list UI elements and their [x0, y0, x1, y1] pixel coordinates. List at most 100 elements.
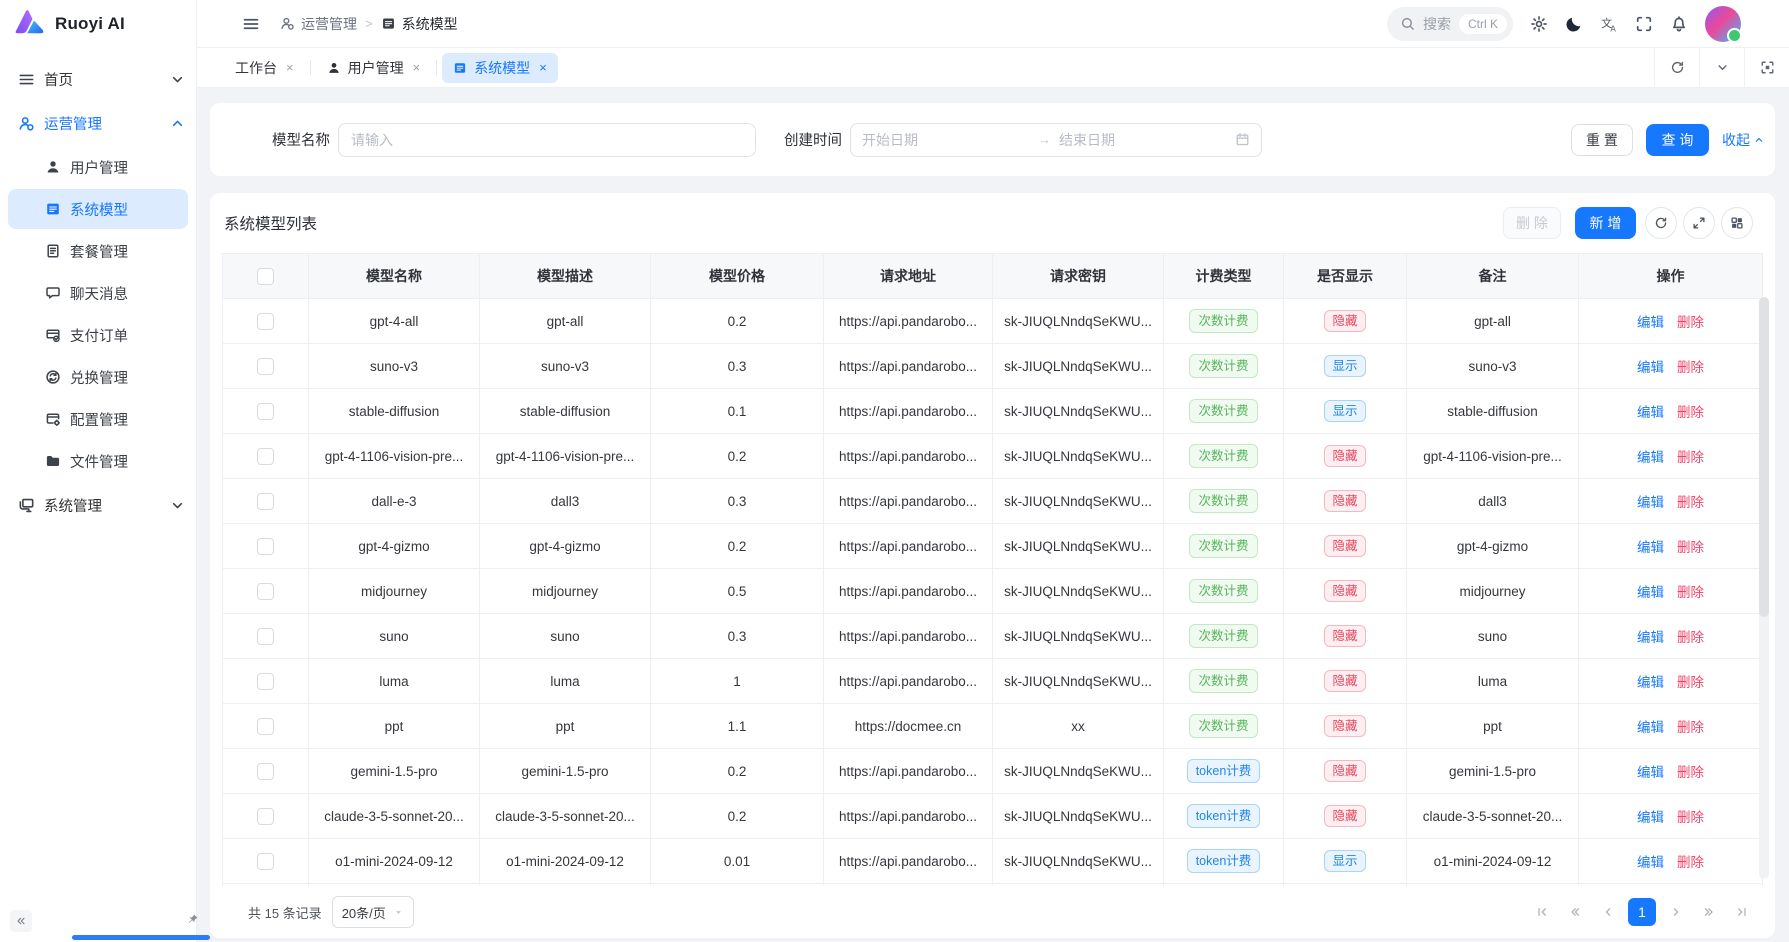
edit-button[interactable]: 编辑 — [1637, 405, 1664, 420]
tab-工作台[interactable]: 工作台× — [224, 53, 305, 83]
row-checkbox[interactable] — [257, 538, 274, 555]
cell-request-url: https://api.pandarobo... — [824, 614, 993, 659]
delete-button[interactable]: 删除 — [1677, 675, 1704, 690]
settings-button[interactable] — [1530, 15, 1548, 33]
tabs: 工作台× 用户管理× 系统模型× — [224, 53, 558, 83]
edit-button[interactable]: 编辑 — [1637, 360, 1664, 375]
row-checkbox[interactable] — [257, 853, 274, 870]
reset-button[interactable]: 重 置 — [1571, 124, 1633, 156]
edit-button[interactable]: 编辑 — [1637, 675, 1664, 690]
page-prev-group-button[interactable] — [1562, 899, 1588, 925]
cell-model-price: 1 — [651, 659, 824, 704]
edit-button[interactable]: 编辑 — [1637, 540, 1664, 555]
sidebar-item-redeem-mgmt[interactable]: 兑换管理 — [8, 357, 188, 397]
close-tab-icon[interactable]: × — [286, 60, 294, 75]
delete-button[interactable]: 删除 — [1677, 315, 1704, 330]
page-last-button[interactable] — [1729, 899, 1755, 925]
sidebar-item-config-mgmt[interactable]: 配置管理 — [8, 399, 188, 439]
row-checkbox[interactable] — [257, 403, 274, 420]
pin-sidebar-button[interactable] — [186, 913, 199, 926]
edit-button[interactable]: 编辑 — [1637, 585, 1664, 600]
theme-toggle-button[interactable] — [1565, 15, 1583, 33]
delete-button[interactable]: 删除 — [1677, 495, 1704, 510]
tab-系统模型[interactable]: 系统模型× — [442, 53, 558, 83]
edit-button[interactable]: 编辑 — [1637, 720, 1664, 735]
table-scrollbar[interactable] — [1759, 297, 1769, 879]
edit-button[interactable]: 编辑 — [1637, 810, 1664, 825]
row-checkbox[interactable] — [257, 628, 274, 645]
edit-button[interactable]: 编辑 — [1637, 855, 1664, 870]
delete-button[interactable]: 删除 — [1677, 585, 1704, 600]
horizontal-scrollbar-thumb[interactable] — [72, 935, 210, 940]
brand[interactable]: Ruoyi AI — [0, 0, 196, 48]
delete-button[interactable]: 删除 — [1677, 720, 1704, 735]
sidebar-item-system-model[interactable]: 系统模型 — [8, 189, 188, 229]
column-header: 计费类型 — [1164, 254, 1284, 299]
model-name-input[interactable] — [338, 123, 756, 157]
row-checkbox[interactable] — [257, 673, 274, 690]
edit-button[interactable]: 编辑 — [1637, 315, 1664, 330]
column-settings-button[interactable] — [1721, 207, 1753, 239]
page-size-select[interactable]: 20条/页 — [332, 896, 414, 928]
sidebar-item-home[interactable]: 首页 — [0, 57, 196, 101]
batch-delete-button[interactable]: 删 除 — [1503, 207, 1561, 239]
expand-table-button[interactable] — [1683, 207, 1715, 239]
page-prev-button[interactable] — [1595, 899, 1621, 925]
delete-button[interactable]: 删除 — [1677, 810, 1704, 825]
row-checkbox[interactable] — [257, 448, 274, 465]
sidebar-item-payment-orders[interactable]: 支付订单 — [8, 315, 188, 355]
sidebar-item-user-mgmt[interactable]: 用户管理 — [8, 147, 188, 187]
search-button[interactable]: 查 询 — [1646, 124, 1709, 156]
sidebar-toggle-button[interactable] — [242, 15, 260, 33]
close-tab-icon[interactable]: × — [413, 60, 421, 75]
refresh-icon — [1670, 60, 1685, 75]
notifications-button[interactable] — [1670, 15, 1688, 33]
tab-options-button[interactable] — [1699, 48, 1744, 87]
edit-button[interactable]: 编辑 — [1637, 630, 1664, 645]
delete-button[interactable]: 删除 — [1677, 540, 1704, 555]
content-fullscreen-button[interactable] — [1744, 48, 1789, 87]
delete-button[interactable]: 删除 — [1677, 450, 1704, 465]
global-search-button[interactable]: 搜索 Ctrl K — [1387, 7, 1513, 41]
page-number-current[interactable]: 1 — [1628, 898, 1656, 926]
user-avatar[interactable] — [1705, 6, 1741, 42]
refresh-table-button[interactable] — [1645, 207, 1677, 239]
page-next-group-button[interactable] — [1696, 899, 1722, 925]
select-all-checkbox[interactable] — [257, 268, 274, 285]
collapse-filter-button[interactable]: 收起 — [1722, 130, 1765, 150]
delete-button[interactable]: 删除 — [1677, 765, 1704, 780]
row-checkbox[interactable] — [257, 763, 274, 780]
row-checkbox[interactable] — [257, 808, 274, 825]
edit-button[interactable]: 编辑 — [1637, 450, 1664, 465]
sidebar-item-system-mgmt[interactable]: 系统管理 — [0, 483, 196, 527]
row-checkbox[interactable] — [257, 358, 274, 375]
collapse-sidebar-button[interactable] — [10, 910, 32, 932]
add-button[interactable]: 新 增 — [1575, 207, 1636, 239]
create-time-range-input[interactable]: 开始日期 → 结束日期 — [850, 123, 1262, 157]
delete-button[interactable]: 删除 — [1677, 360, 1704, 375]
row-checkbox[interactable] — [257, 313, 274, 330]
row-checkbox[interactable] — [257, 583, 274, 600]
language-button[interactable]: 文A — [1600, 15, 1618, 33]
breadcrumb-item-system-model[interactable]: 系统模型 — [381, 14, 458, 34]
row-checkbox[interactable] — [257, 493, 274, 510]
sidebar-item-package-mgmt[interactable]: 套餐管理 — [8, 231, 188, 271]
row-checkbox[interactable] — [257, 718, 274, 735]
page-first-button[interactable] — [1529, 899, 1555, 925]
delete-button[interactable]: 删除 — [1677, 405, 1704, 420]
sidebar-item-chat-messages[interactable]: 聊天消息 — [8, 273, 188, 313]
refresh-page-button[interactable] — [1654, 48, 1699, 87]
tab-用户管理[interactable]: 用户管理× — [316, 53, 432, 83]
close-tab-icon[interactable]: × — [539, 60, 547, 75]
delete-button[interactable]: 删除 — [1677, 630, 1704, 645]
end-date-placeholder: 结束日期 — [1059, 130, 1227, 150]
fullscreen-button[interactable] — [1635, 15, 1653, 33]
delete-button[interactable]: 删除 — [1677, 855, 1704, 870]
edit-button[interactable]: 编辑 — [1637, 765, 1664, 780]
sidebar-item-file-mgmt[interactable]: 文件管理 — [8, 441, 188, 481]
sidebar-item-operations[interactable]: 运营管理 — [0, 101, 196, 145]
breadcrumb-item-operations[interactable]: 运营管理 — [280, 14, 357, 34]
edit-button[interactable]: 编辑 — [1637, 495, 1664, 510]
page-next-button[interactable] — [1663, 899, 1689, 925]
table-scrollbar-thumb[interactable] — [1759, 297, 1769, 617]
